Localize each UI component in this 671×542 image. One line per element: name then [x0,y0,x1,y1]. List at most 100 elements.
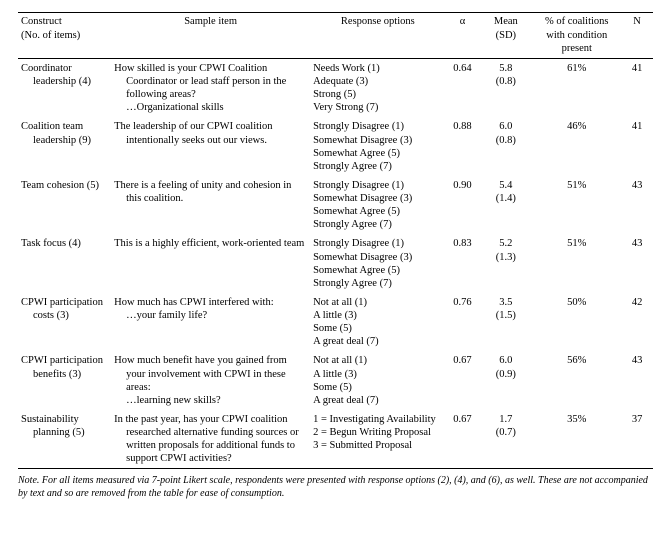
sd-value: (0.7) [482,426,529,439]
sd-value: (0.8) [482,75,529,88]
th-pct: % of coalitionswith conditionpresent [532,13,621,59]
cell-pct: 46% [532,117,621,176]
mean-value: 1.7 [482,413,529,426]
sd-value: (1.4) [482,192,529,205]
table-row: CPWI participation costs (3)How much has… [18,293,653,352]
table-row: Team cohesion (5) There is a feeling of u… [18,176,653,235]
construct-text: Coordinator leadership (4) [21,62,108,88]
construct-text: Coalition team leadership (9) [21,120,108,146]
response-option: Somewhat Disagree (3) [313,134,442,147]
constructs-table: Construct(No. of items) Sample item Resp… [18,12,653,469]
cell-response: 1 = Investigating Availability2 = Begun … [310,410,445,469]
response-option: Strongly Agree (7) [313,218,442,231]
cell-n: 41 [621,117,653,176]
cell-construct: CPWI participation benefits (3) [18,351,111,410]
th-response: Response options [310,13,445,59]
cell-alpha: 0.88 [446,117,480,176]
th-n: N [621,13,653,59]
th-mean: Mean(SD) [479,13,532,59]
cell-sample: How much benefit have you gained from yo… [111,351,310,410]
cell-alpha: 0.67 [446,410,480,469]
cell-pct: 61% [532,58,621,117]
sample-text: The leadership of our CPWI coalition int… [114,120,307,146]
sample-text: How much has CPWI interfered with:…your … [114,296,307,322]
mean-value: 6.0 [482,120,529,133]
cell-n: 37 [621,410,653,469]
cell-sample: In the past year, has your CPWI coalitio… [111,410,310,469]
cell-pct: 35% [532,410,621,469]
response-option: 1 = Investigating Availability [313,413,442,426]
mean-value: 5.8 [482,62,529,75]
cell-mean: 1.7(0.7) [479,410,532,469]
response-option: Not at all (1) [313,354,442,367]
response-option: Strongly Disagree (1) [313,237,442,250]
cell-mean: 5.2(1.3) [479,234,532,293]
cell-pct: 51% [532,176,621,235]
response-option: Adequate (3) [313,75,442,88]
th-alpha: α [446,13,480,59]
sample-text: How skilled is your CPWI Coalition Coord… [114,62,307,115]
response-option: Strongly Disagree (1) [313,179,442,192]
response-option: Strong (5) [313,88,442,101]
cell-response: Strongly Disagree (1)Somewhat Disagree (… [310,176,445,235]
table-row: Sustainability planning (5)In the past y… [18,410,653,469]
cell-n: 43 [621,351,653,410]
sample-text: There is a feeling of unity and cohesion… [114,179,307,205]
table-container: Construct(No. of items) Sample item Resp… [18,12,653,500]
response-option: Somewhat Disagree (3) [313,251,442,264]
sd-value: (0.8) [482,134,529,147]
cell-construct: Task focus (4) [18,234,111,293]
construct-text: CPWI participation costs (3) [21,296,108,322]
construct-text: Team cohesion (5) [21,179,108,192]
response-option: 2 = Begun Writing Proposal [313,426,442,439]
response-option: Somewhat Agree (5) [313,264,442,277]
cell-mean: 3.5(1.5) [479,293,532,352]
cell-pct: 51% [532,234,621,293]
response-option: Somewhat Agree (5) [313,205,442,218]
mean-value: 5.2 [482,237,529,250]
construct-text: Task focus (4) [21,237,108,250]
mean-value: 5.4 [482,179,529,192]
response-option: Somewhat Disagree (3) [313,192,442,205]
response-option: 3 = Submitted Proposal [313,439,442,452]
sd-value: (1.3) [482,251,529,264]
note: Note. For all items measured via 7-point… [18,475,653,500]
cell-mean: 5.4(1.4) [479,176,532,235]
cell-construct: Coalition team leadership (9) [18,117,111,176]
cell-construct: Sustainability planning (5) [18,410,111,469]
response-option: A great deal (7) [313,335,442,348]
cell-n: 43 [621,234,653,293]
cell-response: Needs Work (1)Adequate (3)Strong (5)Very… [310,58,445,117]
cell-alpha: 0.90 [446,176,480,235]
response-option: Strongly Disagree (1) [313,120,442,133]
cell-construct: Team cohesion (5) [18,176,111,235]
th-sample: Sample item [111,13,310,59]
header-row: Construct(No. of items) Sample item Resp… [18,13,653,59]
th-construct: Construct(No. of items) [18,13,111,59]
cell-pct: 56% [532,351,621,410]
cell-mean: 6.0(0.8) [479,117,532,176]
response-option: Some (5) [313,322,442,335]
response-option: Not at all (1) [313,296,442,309]
response-option: Somewhat Agree (5) [313,147,442,160]
table-row: Coalition team leadership (9)The leaders… [18,117,653,176]
sd-value: (1.5) [482,309,529,322]
cell-response: Strongly Disagree (1)Somewhat Disagree (… [310,234,445,293]
sample-text: How much benefit have you gained from yo… [114,354,307,407]
cell-mean: 6.0(0.9) [479,351,532,410]
response-option: A great deal (7) [313,394,442,407]
response-option: A little (3) [313,309,442,322]
response-option: Very Strong (7) [313,101,442,114]
mean-value: 3.5 [482,296,529,309]
cell-response: Strongly Disagree (1)Somewhat Disagree (… [310,117,445,176]
cell-construct: Coordinator leadership (4) [18,58,111,117]
response-option: Needs Work (1) [313,62,442,75]
sample-text: This is a highly efficient, work-oriente… [114,237,307,250]
cell-response: Not at all (1)A little (3)Some (5)A grea… [310,351,445,410]
construct-text: CPWI participation benefits (3) [21,354,108,380]
table-row: Task focus (4) This is a highly efficient… [18,234,653,293]
response-option: Some (5) [313,381,442,394]
cell-construct: CPWI participation costs (3) [18,293,111,352]
sd-value: (0.9) [482,368,529,381]
cell-sample: There is a feeling of unity and cohesion… [111,176,310,235]
